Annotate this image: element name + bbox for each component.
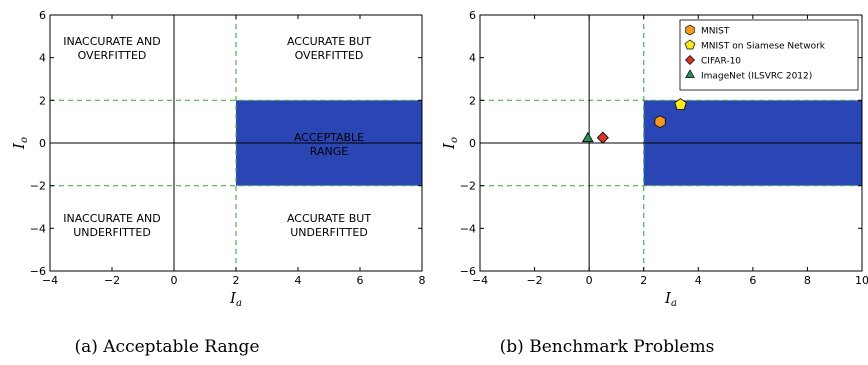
x-tick-label: 10 (855, 274, 868, 287)
panel-caption: (b) Benchmark Problems (500, 337, 715, 357)
data-point-cifar-10 (597, 132, 608, 143)
y-tick-label: −4 (30, 222, 46, 235)
y-tick-label: −6 (30, 265, 46, 278)
x-tick-label: 0 (586, 274, 593, 287)
y-tick-label: 6 (469, 9, 476, 22)
data-point-mnist (655, 116, 665, 128)
x-axis-label: Ia (664, 289, 677, 309)
x-tick-label: 2 (640, 274, 647, 287)
y-tick-label: 6 (39, 9, 46, 22)
y-tick-label: 4 (469, 52, 476, 65)
x-tick-label: 6 (357, 274, 364, 287)
y-tick-label: 2 (39, 94, 46, 107)
x-axis-label: Ia (229, 289, 242, 309)
region-label: INACCURATE AND UNDERFITTED (63, 212, 160, 239)
y-tick-label: −4 (460, 222, 476, 235)
x-tick-label: −2 (104, 274, 120, 287)
x-tick-label: 6 (749, 274, 756, 287)
x-tick-label: 2 (233, 274, 240, 287)
legend: MNIST MNIST on Siamese Network CIFAR-10 Ima… (680, 20, 858, 90)
legend-entry: MNIST on Siamese Network (701, 42, 826, 52)
legend-marker (686, 25, 695, 35)
y-tick-label: −2 (30, 180, 46, 193)
y-tick-label: −6 (460, 265, 476, 278)
x-tick-label: 8 (419, 274, 426, 287)
x-tick-label: 4 (695, 274, 702, 287)
data-point-mnist-on-siamese-network (675, 99, 687, 110)
region-label: ACCURATE BUT OVERFITTED (287, 35, 371, 62)
y-axis-label: Io (10, 137, 30, 150)
y-tick-label: 4 (39, 52, 46, 65)
legend-entry: ImageNet (ILSVRC 2012) (701, 72, 812, 82)
data-point-imagenet-ilsvrc-2012 (583, 133, 593, 142)
region-label: INACCURATE AND OVERFITTED (63, 35, 160, 62)
legend-entry: MNIST (701, 27, 730, 37)
legend-entry: CIFAR-10 (701, 57, 741, 67)
x-tick-label: −2 (526, 274, 542, 287)
x-tick-label: 0 (171, 274, 178, 287)
x-tick-label: 4 (295, 274, 302, 287)
x-tick-label: 8 (804, 274, 811, 287)
y-tick-label: 0 (469, 137, 476, 150)
y-axis-label: Io (440, 137, 460, 150)
y-tick-label: 0 (39, 137, 46, 150)
y-tick-label: 2 (469, 94, 476, 107)
region-label: ACCURATE BUT UNDERFITTED (287, 212, 371, 239)
panel-caption: (a) Acceptable Range (74, 337, 259, 357)
y-tick-label: −2 (460, 180, 476, 193)
